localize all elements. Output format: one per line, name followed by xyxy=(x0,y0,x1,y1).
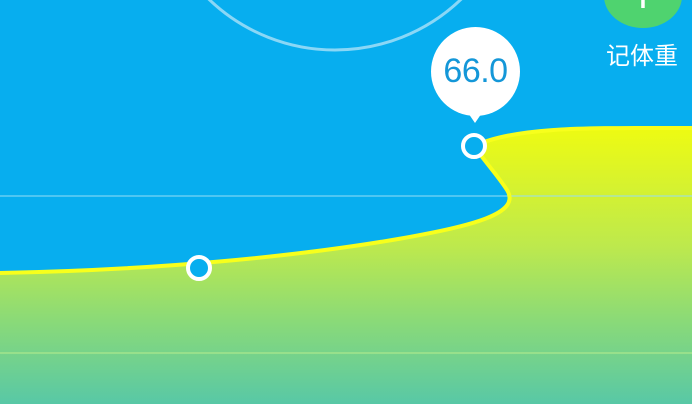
add-weight-button[interactable]: + xyxy=(604,0,682,28)
tooltip-pointer xyxy=(464,107,486,123)
tooltip-bubble xyxy=(431,27,520,116)
selected-weight-tooltip: 66.0 xyxy=(431,27,520,123)
record-weight-label: 记体重 xyxy=(606,42,678,70)
weight-data-point[interactable] xyxy=(186,255,212,281)
weight-area-fill xyxy=(0,127,692,404)
selected-weight-value: 66.0 xyxy=(443,52,508,90)
selected-weight-data-point[interactable] xyxy=(461,133,487,159)
record-weight-action[interactable]: + 记体重 xyxy=(600,0,692,76)
weight-ring-outline xyxy=(207,0,463,52)
plus-icon: + xyxy=(625,0,660,18)
